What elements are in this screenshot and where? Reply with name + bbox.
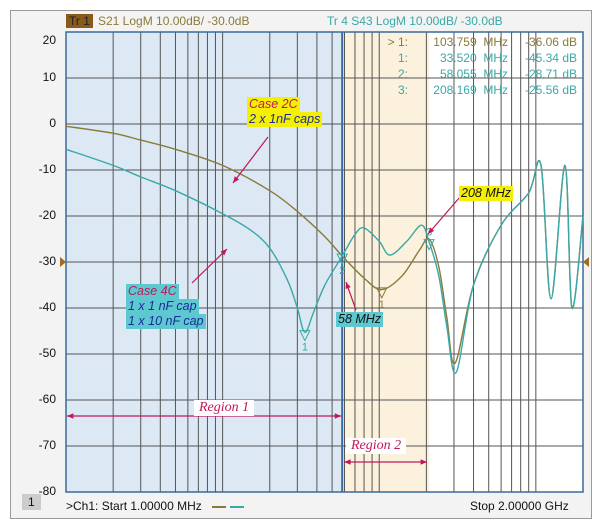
region2-label: Region 2 xyxy=(346,438,407,454)
case2c-arrow-head-icon xyxy=(233,176,240,183)
trace-s43 xyxy=(65,148,584,374)
marker-triangle-icon xyxy=(375,287,388,299)
marker-number: 1 xyxy=(302,342,308,354)
s43-legend-swatch xyxy=(230,506,244,508)
marker-number: 2 xyxy=(339,265,345,277)
case4c-arrow xyxy=(191,248,228,284)
y-tick-label: -40 xyxy=(38,300,56,314)
f58-arrow-head-icon xyxy=(345,282,351,289)
y-tick-label: 0 xyxy=(49,116,56,130)
marker-value: -28.71 dB xyxy=(524,67,577,81)
reference-left-icon xyxy=(60,257,66,267)
y-tick-label: -10 xyxy=(38,162,56,176)
channel-button[interactable]: 1 xyxy=(22,494,41,510)
marker-label: 3: xyxy=(397,83,408,97)
marker-freq: 103.759 MHz xyxy=(433,35,508,49)
marker-number: 1 xyxy=(379,299,385,311)
marker-value: -45.34 dB xyxy=(524,51,577,65)
case4c-label: Case 4C 1 x 1 nF cap 1 x 10 nF cap xyxy=(126,284,206,329)
y-tick-label: -50 xyxy=(38,346,56,360)
marker-triangle-icon xyxy=(336,253,349,266)
case2c-label: Case 2C 2 x 1nF caps xyxy=(247,97,323,127)
case2c-title: Case 2C xyxy=(247,97,300,112)
start-freq: >Ch1: Start 1.00000 MHz xyxy=(66,499,202,513)
marker-freq: 33.520 MHz xyxy=(439,51,508,65)
case4c-title: Case 4C xyxy=(126,284,179,299)
y-tick-label: -80 xyxy=(38,484,56,498)
case4c-line2: 1 x 10 nF cap xyxy=(126,314,206,329)
s21-legend-swatch xyxy=(212,506,226,508)
y-tick-label: -60 xyxy=(38,392,56,406)
region1-span-head-icon xyxy=(67,413,74,419)
y-tick-label: -20 xyxy=(38,208,56,222)
f208-arrow-head-icon xyxy=(428,227,435,234)
f58-label: 58 MHz xyxy=(336,312,384,327)
tr1-header: S21 LogM 10.00dB/ -30.0dB xyxy=(98,14,250,28)
stop-freq: Stop 2.00000 GHz xyxy=(470,499,569,513)
region1-span-head-icon xyxy=(334,413,342,419)
case2c-arrow xyxy=(232,136,269,184)
marker-label: 1: xyxy=(397,51,408,65)
region2-span-head-icon xyxy=(420,459,428,465)
case2c-desc: 2 x 1nF caps xyxy=(247,112,323,127)
marker-freq: 58.055 MHz xyxy=(439,67,508,81)
marker-freq: 208.169 MHz xyxy=(433,83,508,97)
y-tick-label: 10 xyxy=(42,70,56,84)
marker-value: -36.06 dB xyxy=(524,35,577,49)
region1-label: Region 1 xyxy=(194,400,255,416)
tr4-header: Tr 4 S43 LogM 10.00dB/ -30.0dB xyxy=(327,14,503,28)
reference-right-icon xyxy=(583,257,589,267)
tr1-badge[interactable]: Tr 1 xyxy=(66,14,93,28)
y-tick-label: 20 xyxy=(42,33,56,47)
marker-triangle-icon xyxy=(423,239,435,251)
y-tick-label: -70 xyxy=(38,438,56,452)
y-tick-label: -30 xyxy=(38,254,56,268)
case4c-arrow-head-icon xyxy=(220,249,227,256)
marker-label: > 1: xyxy=(387,35,408,49)
marker-triangle-icon xyxy=(299,330,311,342)
marker-label: 2: xyxy=(397,67,408,81)
case4c-line1: 1 x 1 nF cap xyxy=(126,299,199,314)
f208-arrow xyxy=(427,196,461,235)
f208-label: 208 MHz xyxy=(459,186,514,201)
marker-value: -25.56 dB xyxy=(524,83,577,97)
region2-span-head-icon xyxy=(344,459,351,465)
